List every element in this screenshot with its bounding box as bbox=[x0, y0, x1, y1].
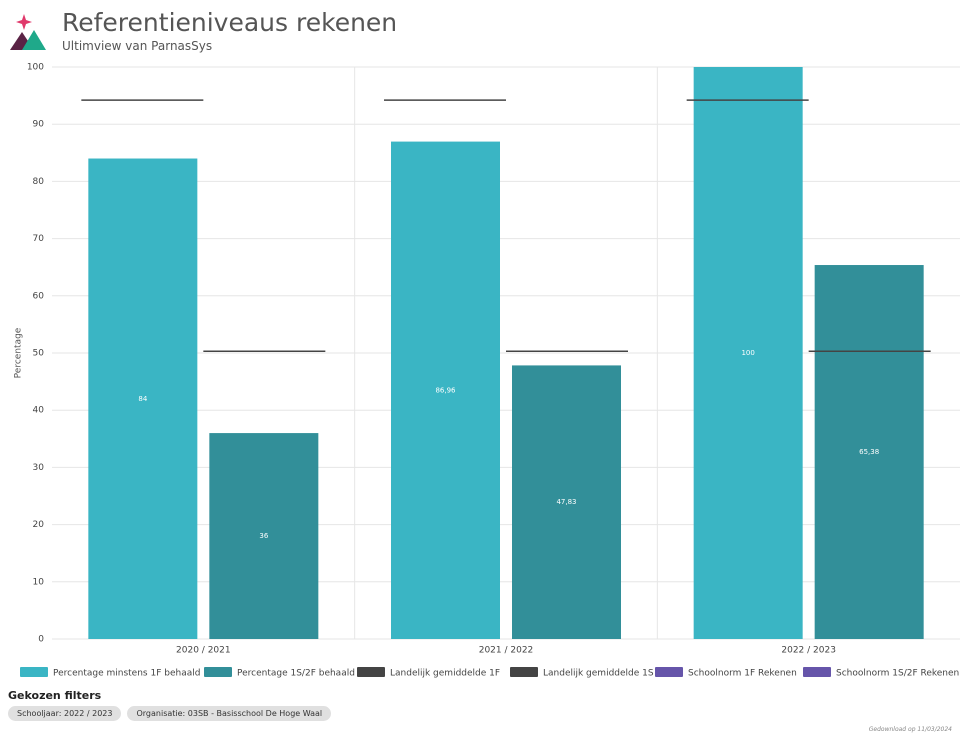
x-tick-label: 2022 / 2023 bbox=[781, 646, 836, 656]
chart: Percentage 0 10 20 30 40 50 60 70 80 90 100 2020 / … bbox=[14, 63, 960, 679]
legend-swatch bbox=[20, 667, 48, 677]
logo bbox=[10, 14, 46, 50]
legend-swatch bbox=[204, 667, 232, 677]
legend-label: Landelijk gemiddelde 1F bbox=[390, 669, 500, 679]
y-tick-label: 20 bbox=[33, 520, 45, 530]
y-tick-label: 70 bbox=[33, 234, 45, 244]
y-tick-label: 50 bbox=[33, 349, 45, 359]
data-label: 84 bbox=[138, 395, 147, 403]
data-label: 36 bbox=[259, 532, 268, 540]
legend-label: Schoolnorm 1S/2F Rekenen bbox=[836, 669, 959, 679]
data-label: 100 bbox=[741, 349, 754, 357]
filter-pill[interactable]: Schooljaar: 2022 / 2023 bbox=[8, 706, 122, 721]
bar bbox=[693, 67, 803, 639]
bar bbox=[512, 365, 621, 639]
bar bbox=[391, 141, 500, 639]
y-tick-label: 90 bbox=[33, 120, 45, 130]
legend-swatch bbox=[510, 667, 538, 677]
download-note: Gedownload op 11/03/2024 bbox=[868, 726, 952, 733]
x-tick-label: 2021 / 2022 bbox=[479, 646, 534, 656]
bar bbox=[88, 158, 198, 639]
filter-list: Schooljaar: 2022 / 2023 Organisatie: 03S… bbox=[8, 706, 332, 721]
legend-swatch bbox=[357, 667, 385, 677]
legend-label: Schoolnorm 1F Rekenen bbox=[688, 669, 797, 679]
y-tick-label: 60 bbox=[33, 291, 45, 301]
filter-pill[interactable]: Organisatie: 03SB - Basisschool De Hoge … bbox=[127, 706, 332, 721]
y-tick-label: 0 bbox=[38, 635, 44, 645]
y-tick-label: 40 bbox=[33, 406, 45, 416]
bar bbox=[209, 433, 319, 639]
legend-label: Percentage minstens 1F behaald bbox=[53, 669, 200, 679]
data-label: 86,96 bbox=[435, 386, 456, 394]
legend-label: Percentage 1S/2F behaald bbox=[237, 669, 355, 679]
data-label: 65,38 bbox=[859, 448, 879, 456]
legend-swatch bbox=[655, 667, 683, 677]
page-subtitle: Ultimview van ParnasSys bbox=[62, 39, 213, 53]
page-title: Referentieniveaus rekenen bbox=[62, 8, 398, 37]
bar bbox=[814, 265, 924, 639]
data-label: 47,83 bbox=[556, 498, 576, 506]
x-tick-label: 2020 / 2021 bbox=[176, 646, 231, 656]
y-tick-label: 100 bbox=[27, 63, 44, 73]
y-tick-label: 80 bbox=[33, 177, 45, 187]
legend-swatch bbox=[803, 667, 831, 677]
filters-title: Gekozen filters bbox=[8, 689, 102, 702]
y-tick-label: 30 bbox=[33, 463, 45, 473]
legend-label: Landelijk gemiddelde 1S bbox=[543, 669, 654, 679]
y-tick-label: 10 bbox=[33, 577, 45, 587]
y-axis-label: Percentage bbox=[14, 327, 24, 378]
